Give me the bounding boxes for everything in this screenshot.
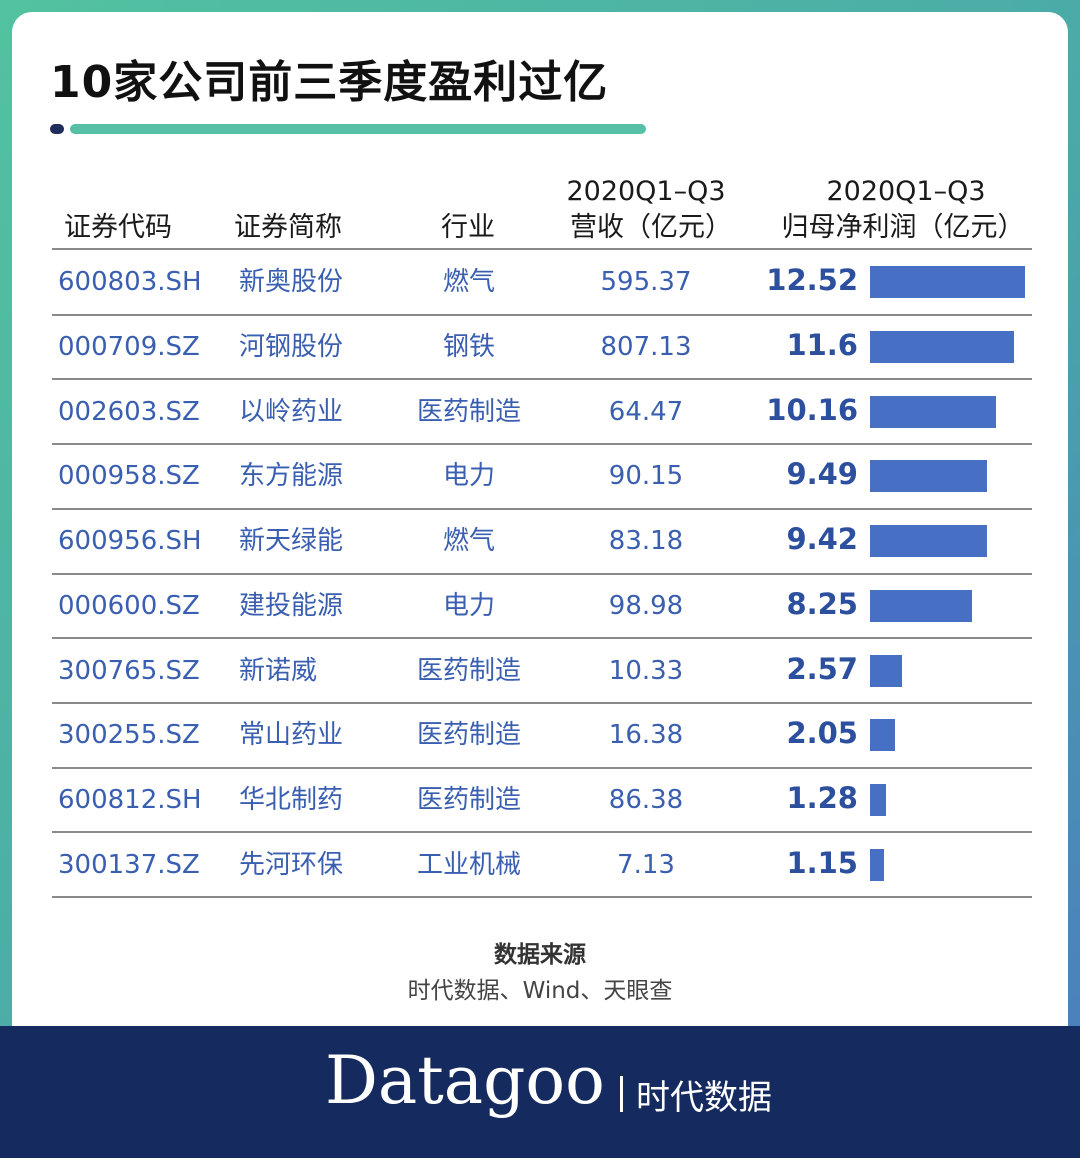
row-industry: 工业机械 — [416, 849, 522, 880]
profit-bar — [870, 719, 896, 752]
row-industry: 医药制造 — [416, 396, 522, 427]
row-name: 常山药业 — [239, 720, 344, 751]
row-industry: 钢铁 — [442, 332, 496, 363]
row-code: 600812.SH — [58, 784, 202, 815]
header-industry: 行业 — [441, 212, 495, 243]
row-profit-label: 2.05 — [786, 716, 858, 751]
row-name: 河钢股份 — [239, 332, 344, 363]
row-code: 000709.SZ — [58, 332, 200, 363]
brand-chinese-name: 时代数据 — [636, 1078, 772, 1118]
profit-bar — [870, 848, 885, 881]
source-title: 数据来源 — [494, 942, 586, 968]
row-name: 新天绿能 — [239, 526, 344, 557]
row-code: 300255.SZ — [58, 720, 200, 751]
brand-separator — [620, 1076, 623, 1112]
row-code: 300765.SZ — [58, 655, 200, 686]
header-profit-period: 2020Q1–Q3 — [826, 176, 986, 207]
header-code: 证券代码 — [64, 212, 172, 243]
row-code: 000600.SZ — [58, 590, 200, 621]
header-profit-unit: 归母净利润（亿元） — [781, 212, 1025, 243]
profit-bar — [870, 589, 973, 622]
row-divider — [52, 572, 1032, 575]
row-revenue: 86.38 — [608, 784, 684, 815]
row-divider — [52, 313, 1032, 316]
footer-bar — [0, 1026, 1080, 1158]
row-revenue: 16.38 — [608, 720, 684, 751]
row-divider — [52, 701, 1032, 704]
row-divider — [52, 443, 1032, 446]
header-name: 证券简称 — [234, 212, 342, 243]
title-underline — [70, 124, 646, 134]
row-profit-label: 12.52 — [766, 263, 858, 298]
profit-bar — [870, 331, 1014, 364]
row-code: 000958.SZ — [58, 461, 200, 492]
row-code: 002603.SZ — [58, 396, 200, 427]
row-revenue: 7.13 — [617, 849, 675, 880]
row-profit-label: 9.42 — [786, 522, 858, 557]
profit-bar — [870, 783, 886, 816]
row-name: 新诺威 — [239, 655, 318, 686]
source-text: 时代数据、Wind、天眼查 — [407, 978, 673, 1004]
row-industry: 医药制造 — [416, 784, 522, 815]
row-profit-label: 9.49 — [786, 457, 858, 492]
page-title: 10家公司前三季度盈利过亿 — [50, 57, 609, 108]
row-profit-label: 1.28 — [786, 780, 858, 815]
row-name: 华北制药 — [239, 784, 344, 815]
row-divider — [52, 831, 1032, 834]
row-name: 新奥股份 — [239, 267, 344, 298]
row-divider — [52, 637, 1032, 640]
row-industry: 电力 — [442, 590, 496, 621]
title-underline-dot — [50, 124, 64, 134]
row-name: 建投能源 — [239, 590, 344, 621]
row-profit-label: 8.25 — [786, 586, 858, 621]
row-profit-label: 11.6 — [786, 328, 858, 363]
brand-logo: Datagoo — [325, 1042, 605, 1119]
table-header-divider — [52, 248, 1032, 250]
row-industry: 燃气 — [442, 267, 496, 298]
row-revenue: 595.37 — [600, 267, 692, 298]
row-industry: 医药制造 — [416, 655, 522, 686]
row-profit-label: 2.57 — [786, 651, 858, 686]
row-code: 300137.SZ — [58, 849, 200, 880]
row-divider — [52, 766, 1032, 769]
row-revenue: 64.47 — [608, 396, 684, 427]
row-industry: 电力 — [442, 461, 496, 492]
profit-bar — [870, 266, 1025, 299]
row-industry: 燃气 — [442, 526, 496, 557]
row-revenue: 90.15 — [608, 461, 684, 492]
row-divider — [52, 378, 1032, 381]
profit-bar — [870, 395, 996, 428]
row-name: 先河环保 — [239, 849, 344, 880]
header-revenue-unit: 营收（亿元） — [570, 212, 732, 243]
row-profit-label: 1.15 — [786, 845, 858, 880]
row-profit-label: 10.16 — [766, 392, 858, 427]
row-industry: 医药制造 — [416, 720, 522, 751]
row-divider — [52, 507, 1032, 510]
row-code: 600803.SH — [58, 267, 202, 298]
row-revenue: 10.33 — [608, 655, 684, 686]
row-name: 以岭药业 — [239, 396, 344, 427]
row-revenue: 807.13 — [600, 332, 692, 363]
header-revenue-period: 2020Q1–Q3 — [566, 176, 726, 207]
row-revenue: 83.18 — [608, 526, 684, 557]
row-name: 东方能源 — [239, 461, 344, 492]
row-code: 600956.SH — [58, 526, 202, 557]
profit-bar — [870, 654, 902, 687]
profit-bar — [870, 460, 988, 493]
row-revenue: 98.98 — [608, 590, 684, 621]
row-divider — [52, 896, 1032, 898]
profit-bar — [870, 525, 987, 558]
